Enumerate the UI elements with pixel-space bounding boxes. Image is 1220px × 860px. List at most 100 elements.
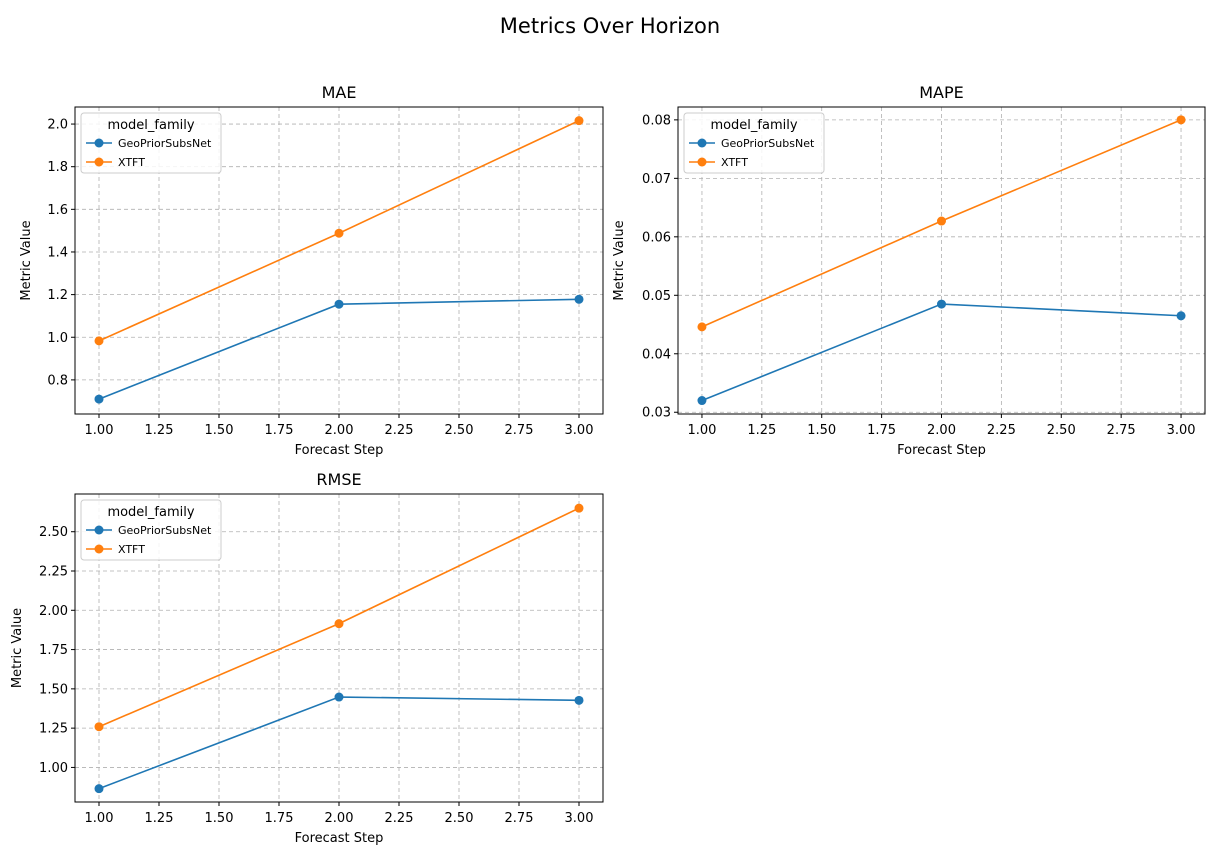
data-point	[334, 692, 344, 702]
x-tick-label: 2.25	[385, 423, 414, 438]
figure-suptitle: Metrics Over Horizon	[500, 14, 720, 38]
data-point	[94, 394, 104, 404]
x-tick-label: 2.00	[927, 423, 956, 438]
legend-entry: GeoPriorSubsNet	[689, 137, 815, 150]
x-tick-label: 1.25	[747, 423, 776, 438]
x-tick-label: 2.50	[445, 423, 474, 438]
y-tick-label: 0.8	[47, 373, 68, 388]
series-line	[98, 298, 580, 400]
legend-label: GeoPriorSubsNet	[118, 137, 212, 150]
data-point	[334, 619, 344, 629]
legend-entry: GeoPriorSubsNet	[86, 524, 212, 537]
x-axis-label: Forecast Step	[295, 831, 384, 846]
x-tick-label: 1.75	[265, 811, 294, 826]
legend-marker	[94, 138, 104, 148]
y-tick-label: 1.8	[47, 160, 68, 175]
legend: model_family GeoPriorSubsNet XTFT	[80, 499, 222, 561]
axes-frame	[74, 106, 604, 415]
y-tick-label: 2.25	[39, 565, 68, 580]
y-tick-label: 2.50	[39, 525, 68, 540]
legend-box	[80, 499, 222, 561]
legend-marker	[94, 525, 104, 535]
data-point	[697, 322, 707, 332]
y-tick-label: 1.0	[47, 331, 68, 346]
legend-entry: XTFT	[86, 156, 145, 169]
x-tick-label: 2.75	[505, 811, 534, 826]
x-tick-label: 1.00	[85, 811, 114, 826]
legend-entry: XTFT	[86, 543, 145, 556]
subplots: MAE 1.00 1.25 1.50 1.75 2.00 2.25 2.50 2.75 3.00 0…	[10, 83, 1206, 846]
y-tick-label: 2.0	[47, 118, 68, 133]
x-tick-label: 3.00	[565, 811, 594, 826]
data-point	[937, 299, 946, 309]
legend-marker	[697, 157, 707, 167]
y-tick-label: 1.50	[39, 682, 68, 697]
x-tick-label: 1.00	[687, 423, 716, 438]
x-tick-label: 2.50	[1047, 423, 1076, 438]
x-tick-label: 2.25	[987, 423, 1016, 438]
legend-label: GeoPriorSubsNet	[118, 524, 212, 537]
y-tick-label: 0.04	[642, 347, 671, 362]
y-tick-label: 0.08	[642, 113, 671, 128]
data-point	[334, 299, 344, 309]
series-xtft	[697, 115, 1186, 332]
data-point	[574, 503, 584, 513]
x-tick-label: 1.50	[205, 811, 234, 826]
data-point	[94, 784, 104, 794]
y-axis-label: Metric Value	[612, 220, 627, 300]
data-point	[94, 336, 104, 346]
y-axis-label: Metric Value	[19, 220, 34, 300]
x-tick-label: 3.00	[565, 423, 594, 438]
legend-title: model_family	[710, 118, 797, 133]
legend-title: model_family	[107, 505, 194, 520]
legend-title: model_family	[107, 118, 194, 133]
y-tick-label: 1.75	[39, 643, 68, 658]
x-tick-label: 2.50	[445, 811, 474, 826]
data-point	[574, 294, 584, 304]
y-axis-label: Metric Value	[10, 608, 25, 688]
legend-entry: XTFT	[689, 156, 748, 169]
series-xtft	[94, 503, 584, 732]
y-tick-label: 1.4	[47, 245, 68, 260]
legend-label: XTFT	[721, 156, 748, 169]
data-point	[94, 722, 104, 732]
series-geopriorsubsnet	[697, 299, 1186, 406]
legend-box	[683, 112, 825, 174]
x-tick-label: 2.00	[325, 423, 354, 438]
data-point	[1176, 115, 1186, 125]
legend-label: XTFT	[118, 156, 145, 169]
series-xtft	[94, 116, 584, 346]
x-tick-label: 1.25	[145, 811, 174, 826]
axes-frame	[677, 106, 1206, 415]
y-tick-label: 0.07	[642, 172, 671, 187]
series-geopriorsubsnet	[94, 692, 584, 794]
legend-marker	[697, 138, 707, 148]
y-tick-label: 0.03	[642, 406, 671, 421]
subplot-rmse: RMSE 1.00 1.25 1.50 1.75 2.00 2.25 2.50 2.75 3.00…	[10, 470, 604, 846]
data-point	[574, 116, 584, 126]
series-geopriorsubsnet	[94, 294, 584, 404]
subplot-title: MAE	[322, 83, 357, 102]
y-tick-label: 1.25	[39, 722, 68, 737]
subplot-title: MAPE	[919, 83, 964, 102]
legend-box	[80, 112, 222, 174]
x-tick-label: 1.75	[867, 423, 896, 438]
legend-label: XTFT	[118, 543, 145, 556]
y-tick-label: 0.06	[642, 230, 671, 245]
y-tick-label: 1.2	[47, 288, 68, 303]
x-tick-label: 1.75	[265, 423, 294, 438]
legend-label: GeoPriorSubsNet	[721, 137, 815, 150]
subplot-mae: MAE 1.00 1.25 1.50 1.75 2.00 2.25 2.50 2.75 3.00 0…	[19, 83, 604, 458]
data-point	[1176, 311, 1186, 321]
x-tick-label: 1.25	[145, 423, 174, 438]
subplot-title: RMSE	[316, 470, 361, 489]
y-tick-label: 1.6	[47, 203, 68, 218]
y-tick-label: 0.05	[642, 289, 671, 304]
x-tick-label: 2.25	[385, 811, 414, 826]
x-tick-label: 3.00	[1167, 423, 1196, 438]
legend: model_family GeoPriorSubsNet XTFT	[80, 112, 222, 174]
y-tick-label: 2.00	[39, 604, 68, 619]
legend-marker	[94, 157, 104, 167]
data-point	[574, 695, 584, 705]
